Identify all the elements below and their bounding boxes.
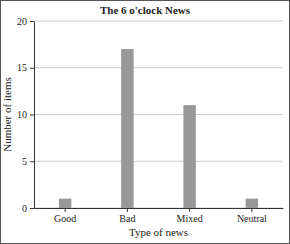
y-tick: 20 xyxy=(17,16,34,27)
x-tick: Mixed xyxy=(177,208,203,224)
bars xyxy=(59,49,258,208)
bar xyxy=(121,49,133,208)
plot: 0 5 10 15 20 Good Bad Mixed Neutral xyxy=(17,16,284,224)
y-tick: 0 xyxy=(22,203,34,214)
x-tick: Neutral xyxy=(237,208,267,224)
y-axis-line xyxy=(34,22,35,209)
x-axis-title: Type of news xyxy=(129,226,188,238)
x-axis: Good Bad Mixed Neutral xyxy=(35,208,284,224)
chart-svg: 0 5 10 15 20 Good Bad Mixed Neutral The 6 o'clock… xyxy=(0,0,290,244)
y-tick-mark xyxy=(30,21,34,22)
grid-line xyxy=(34,161,283,162)
bar xyxy=(183,105,195,208)
x-tick-mark xyxy=(189,208,190,212)
grid-line xyxy=(34,67,283,68)
y-tick-label: 10 xyxy=(17,109,27,120)
grid-line xyxy=(34,114,283,115)
y-tick-mark xyxy=(30,161,34,162)
x-tick-label: Neutral xyxy=(237,213,267,224)
y-tick: 5 xyxy=(22,156,34,167)
grid-line xyxy=(34,21,283,22)
x-tick-label: Bad xyxy=(119,213,135,224)
frame xyxy=(1,1,290,244)
y-axis: 0 5 10 15 20 xyxy=(17,16,35,214)
chart-container: 0 5 10 15 20 Good Bad Mixed Neutral The 6 o'clock… xyxy=(0,0,290,244)
y-tick-label: 20 xyxy=(17,16,27,27)
y-tick-mark xyxy=(30,68,34,69)
y-tick-label: 5 xyxy=(22,156,27,167)
y-tick: 10 xyxy=(17,109,34,120)
x-axis-line xyxy=(35,208,284,209)
x-tick: Good xyxy=(54,208,76,224)
y-tick-label: 0 xyxy=(22,203,27,214)
bar xyxy=(59,199,71,208)
x-tick-label: Good xyxy=(54,213,76,224)
x-tick-mark xyxy=(127,208,128,212)
y-tick-label: 15 xyxy=(17,62,27,73)
x-tick: Bad xyxy=(119,208,135,224)
y-tick-mark xyxy=(30,208,34,209)
x-tick-mark xyxy=(65,208,66,212)
y-tick: 15 xyxy=(17,62,34,73)
bar xyxy=(246,199,258,208)
y-tick-mark xyxy=(30,115,34,116)
title: The 6 o'clock News xyxy=(100,4,191,16)
grid xyxy=(34,21,283,208)
x-tick-mark xyxy=(251,208,252,212)
x-tick-label: Mixed xyxy=(177,213,203,224)
y-axis-title: Number of items xyxy=(1,77,13,152)
